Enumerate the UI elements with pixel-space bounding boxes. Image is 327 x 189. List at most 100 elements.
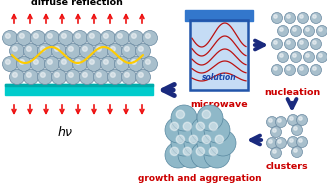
Circle shape <box>215 135 224 143</box>
Circle shape <box>104 33 108 38</box>
Circle shape <box>146 33 150 38</box>
Circle shape <box>87 30 101 46</box>
Circle shape <box>143 57 158 71</box>
Circle shape <box>278 26 288 36</box>
Circle shape <box>293 54 296 57</box>
Circle shape <box>291 125 302 136</box>
Circle shape <box>299 117 302 120</box>
Circle shape <box>82 73 87 77</box>
Circle shape <box>20 33 24 38</box>
Circle shape <box>196 122 204 131</box>
Circle shape <box>100 30 115 46</box>
Circle shape <box>44 57 60 71</box>
Circle shape <box>294 127 297 130</box>
Circle shape <box>135 43 150 59</box>
Circle shape <box>47 33 52 38</box>
Circle shape <box>33 60 38 64</box>
Circle shape <box>210 130 236 156</box>
Circle shape <box>68 73 73 77</box>
Circle shape <box>26 73 31 77</box>
Circle shape <box>202 110 211 119</box>
Circle shape <box>270 147 282 159</box>
Circle shape <box>171 130 197 156</box>
Circle shape <box>287 115 299 125</box>
Circle shape <box>170 147 179 156</box>
Circle shape <box>114 57 129 71</box>
Circle shape <box>131 33 136 38</box>
Circle shape <box>51 43 66 59</box>
Circle shape <box>100 57 115 71</box>
Circle shape <box>94 43 109 59</box>
Circle shape <box>125 73 129 77</box>
Text: diffuse reflection: diffuse reflection <box>31 0 123 7</box>
Circle shape <box>76 33 80 38</box>
Bar <box>5 84 153 86</box>
Circle shape <box>311 39 321 50</box>
Circle shape <box>311 12 321 23</box>
Circle shape <box>38 43 53 59</box>
Text: growth and aggregation: growth and aggregation <box>138 174 262 183</box>
Circle shape <box>73 57 88 71</box>
Circle shape <box>274 67 277 70</box>
Circle shape <box>278 51 288 63</box>
Circle shape <box>96 46 101 51</box>
Circle shape <box>9 43 25 59</box>
Circle shape <box>319 28 322 31</box>
Circle shape <box>65 43 80 59</box>
Circle shape <box>12 73 17 77</box>
Circle shape <box>293 28 296 31</box>
Circle shape <box>9 70 25 84</box>
Circle shape <box>139 73 143 77</box>
Circle shape <box>303 51 315 63</box>
Circle shape <box>51 70 66 84</box>
Bar <box>190 20 248 90</box>
Bar <box>185 10 253 21</box>
Circle shape <box>313 67 316 70</box>
Circle shape <box>299 139 302 142</box>
Circle shape <box>129 57 144 71</box>
Circle shape <box>16 57 31 71</box>
Circle shape <box>171 105 197 131</box>
Circle shape <box>273 150 276 153</box>
Circle shape <box>117 33 122 38</box>
Circle shape <box>319 54 322 57</box>
Circle shape <box>191 142 217 168</box>
Circle shape <box>108 70 123 84</box>
Circle shape <box>267 116 278 128</box>
Circle shape <box>274 41 277 44</box>
Circle shape <box>278 140 281 143</box>
Circle shape <box>269 140 272 143</box>
Circle shape <box>278 119 281 122</box>
Circle shape <box>287 15 290 18</box>
Text: solution: solution <box>202 74 236 83</box>
Circle shape <box>79 70 95 84</box>
Circle shape <box>313 41 316 44</box>
Circle shape <box>298 64 308 75</box>
Circle shape <box>139 46 143 51</box>
Circle shape <box>204 142 230 168</box>
Circle shape <box>131 60 136 64</box>
Circle shape <box>270 126 282 138</box>
Circle shape <box>290 117 293 120</box>
Circle shape <box>290 26 301 36</box>
Circle shape <box>87 57 101 71</box>
Circle shape <box>170 122 179 131</box>
Circle shape <box>178 117 204 143</box>
Circle shape <box>129 30 144 46</box>
Circle shape <box>276 138 286 149</box>
Circle shape <box>30 57 45 71</box>
Circle shape <box>291 146 302 157</box>
Circle shape <box>65 70 80 84</box>
Circle shape <box>24 43 39 59</box>
Circle shape <box>298 39 308 50</box>
Circle shape <box>143 30 158 46</box>
Circle shape <box>189 135 198 143</box>
Circle shape <box>96 73 101 77</box>
Circle shape <box>176 135 184 143</box>
Text: microwave: microwave <box>190 100 248 109</box>
Circle shape <box>41 46 45 51</box>
Circle shape <box>90 33 94 38</box>
Circle shape <box>59 57 74 71</box>
Circle shape <box>317 51 327 63</box>
Circle shape <box>300 67 303 70</box>
